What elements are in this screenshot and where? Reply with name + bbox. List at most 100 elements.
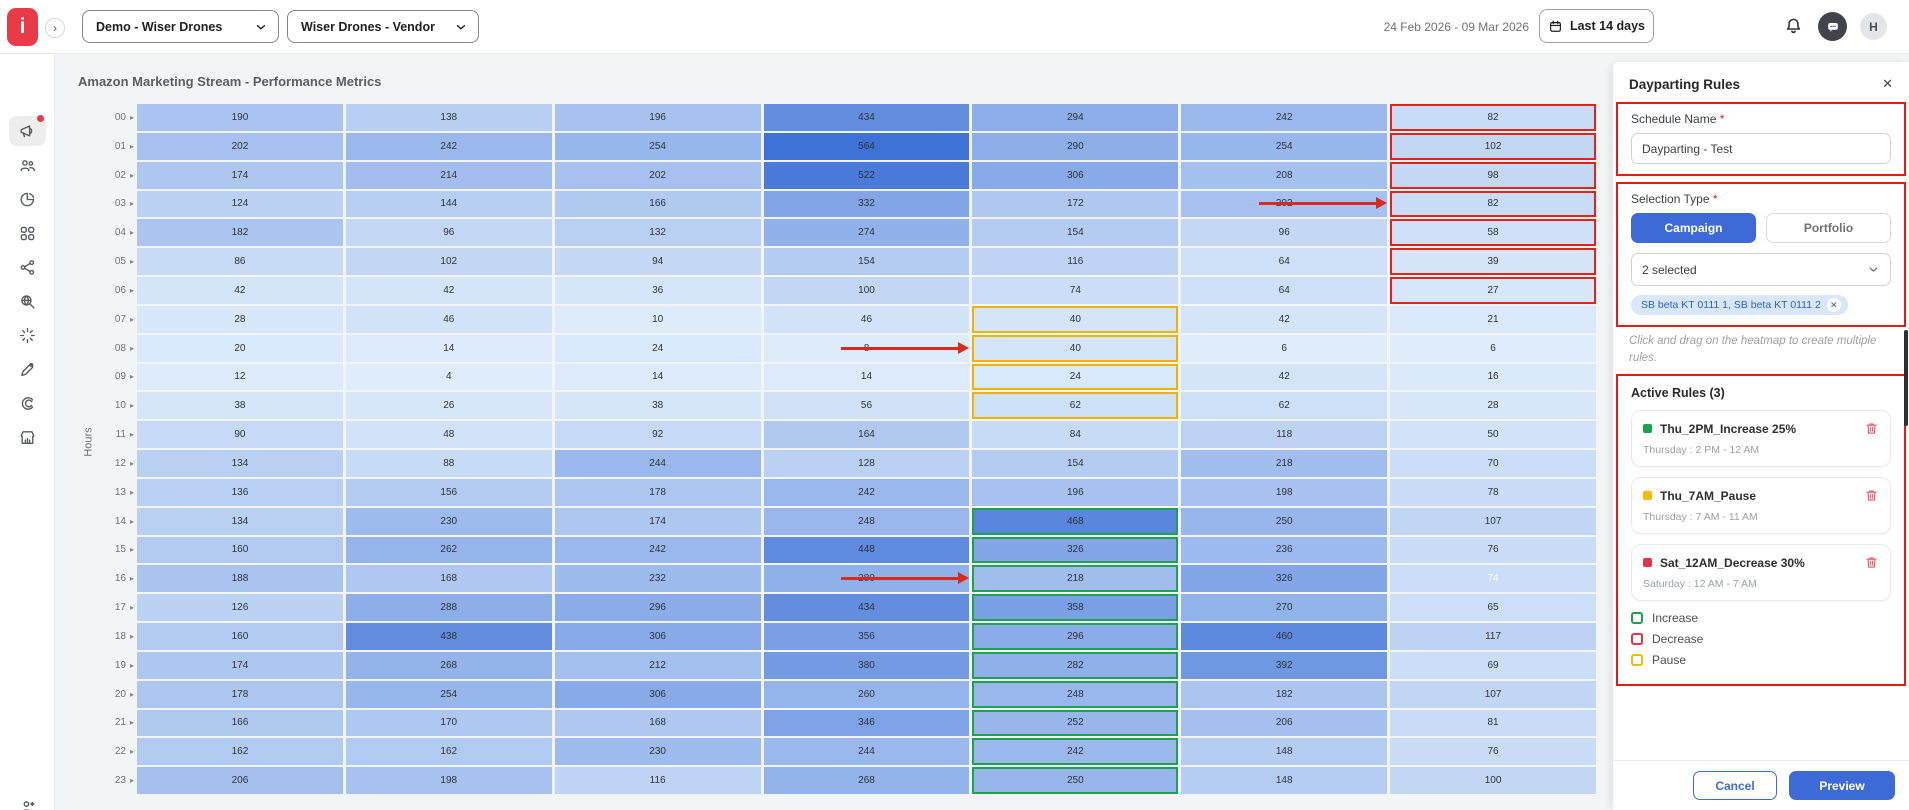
heatmap-cell[interactable]: 230 [554,738,761,766]
heatmap-cell[interactable]: 82 [1390,104,1596,131]
heatmap-cell[interactable]: 326 [972,536,1179,564]
heatmap-row-label[interactable]: 17 ▸ [92,594,134,621]
heatmap-cell[interactable]: 254 [1181,132,1388,160]
heatmap-cell[interactable]: 174 [554,507,761,535]
heatmap-cell[interactable]: 42 [1181,363,1388,391]
heatmap-cell[interactable]: 270 [1181,594,1388,621]
heatmap-cell[interactable]: 346 [763,709,970,737]
sidebar-item-campaigns[interactable] [9,115,46,146]
heatmap-cell[interactable]: 168 [345,565,552,593]
row-expand-icon[interactable]: ▸ [129,776,134,786]
heatmap-cell[interactable]: 24 [972,363,1179,391]
heatmap-row-label[interactable]: 16 ▸ [92,565,134,592]
row-expand-icon[interactable]: ▸ [129,228,134,238]
heatmap-cell[interactable]: 88 [345,450,552,477]
heatmap-row-label[interactable]: 20 ▸ [92,681,134,708]
heatmap-cell[interactable]: 172 [972,190,1179,218]
heatmap-cell[interactable]: 12 [137,363,343,391]
heatmap-cell[interactable]: 242 [345,132,552,160]
heatmap-cell[interactable]: 64 [1181,248,1388,275]
sidebar-item-ai-burst[interactable] [9,320,46,350]
heatmap-cell[interactable]: 288 [345,594,552,621]
heatmap-cell[interactable]: 100 [763,277,970,304]
heatmap-cell[interactable]: 242 [554,536,761,564]
row-expand-icon[interactable]: ▸ [129,285,134,295]
heatmap-cell[interactable]: 46 [345,305,552,333]
chip-remove-icon[interactable]: ✕ [1826,298,1841,312]
heatmap-cell[interactable]: 76 [1390,738,1596,766]
heatmap-row-label[interactable]: 05 ▸ [92,248,134,275]
heatmap-cell[interactable]: 460 [1181,623,1388,650]
heatmap-cell[interactable]: 154 [763,248,970,275]
heatmap-cell[interactable]: 198 [345,767,552,794]
delete-rule-icon[interactable] [1864,555,1879,570]
heatmap-cell[interactable]: 212 [554,651,761,679]
heatmap-cell[interactable]: 48 [345,421,552,448]
heatmap-cell[interactable]: 50 [1390,421,1596,448]
sidebar-item-share[interactable] [9,252,46,282]
heatmap-cell[interactable]: 42 [1181,305,1388,333]
heatmap-cell[interactable]: 148 [1181,738,1388,766]
heatmap-cell[interactable]: 356 [763,623,970,650]
heatmap-cell[interactable]: 190 [137,104,343,131]
schedule-name-input[interactable] [1631,133,1891,164]
notifications-bell-icon[interactable] [1783,16,1804,42]
heatmap-cell[interactable]: 46 [763,305,970,333]
heatmap-cell[interactable]: 244 [763,738,970,766]
heatmap-row-label[interactable]: 01 ▸ [92,133,134,160]
heatmap-row-label[interactable]: 08 ▸ [92,335,134,362]
heatmap-cell[interactable]: 56 [763,392,970,420]
heatmap-cell[interactable]: 218 [1181,450,1388,477]
close-icon[interactable]: ✕ [1882,76,1893,91]
heatmap-cell[interactable]: 154 [972,450,1179,477]
heatmap-cell[interactable]: 36 [554,277,761,304]
row-expand-icon[interactable]: ▸ [129,487,134,497]
sidebar-item-audiences[interactable] [9,150,46,180]
heatmap-cell[interactable]: 144 [345,190,552,218]
row-expand-icon[interactable]: ▸ [129,574,134,584]
preview-button[interactable]: Preview [1789,771,1895,800]
row-expand-icon[interactable]: ▸ [129,631,134,641]
row-expand-icon[interactable]: ▸ [129,257,134,267]
heatmap-row-label[interactable]: 21 ▸ [92,710,134,737]
row-expand-icon[interactable]: ▸ [129,314,134,324]
heatmap-row-label[interactable]: 13 ▸ [92,479,134,506]
heatmap-cell[interactable]: 94 [554,248,761,275]
row-expand-icon[interactable]: ▸ [129,458,134,468]
row-expand-icon[interactable]: ▸ [129,430,134,440]
campaign-select[interactable]: 2 selected [1631,253,1891,286]
heatmap-row-label[interactable]: 11 ▸ [92,421,134,448]
heatmap-cell[interactable]: 282 [972,651,1179,679]
heatmap-cell[interactable]: 96 [1181,219,1388,247]
sidebar-item-user-admin[interactable] [9,792,46,810]
heatmap-cell[interactable]: 182 [137,219,343,247]
heatmap-cell[interactable]: 248 [763,507,970,535]
heatmap-cell[interactable]: 196 [972,478,1179,506]
heatmap-cell[interactable]: 306 [972,161,1179,189]
heatmap-cell[interactable]: 62 [1181,392,1388,420]
heatmap-cell[interactable]: 138 [345,104,552,131]
cancel-button[interactable]: Cancel [1693,771,1777,800]
heatmap-row-label[interactable]: 10 ▸ [92,392,134,419]
heatmap-cell[interactable]: 160 [137,536,343,564]
heatmap-cell[interactable]: 132 [554,219,761,247]
heatmap-cell[interactable]: 14 [554,363,761,391]
heatmap-cell[interactable]: 64 [1181,277,1388,304]
heatmap-cell[interactable]: 178 [137,680,343,708]
sidebar-item-search-insights[interactable] [9,286,46,316]
heatmap-cell[interactable]: 14 [345,334,552,362]
heatmap-cell[interactable]: 236 [1181,536,1388,564]
heatmap-cell[interactable]: 39 [1390,248,1596,275]
heatmap-cell[interactable]: 230 [345,507,552,535]
heatmap-cell[interactable]: 198 [1181,478,1388,506]
row-expand-icon[interactable]: ▸ [129,401,134,411]
heatmap-cell[interactable]: 124 [137,190,343,218]
heatmap-cell[interactable]: 26 [345,392,552,420]
row-expand-icon[interactable]: ▸ [129,170,134,180]
heatmap-cell[interactable]: 218 [972,565,1179,593]
heatmap-cell[interactable]: 100 [1390,767,1596,794]
heatmap-cell[interactable]: 136 [137,478,343,506]
heatmap-row-label[interactable]: 23 ▸ [92,767,134,794]
heatmap-row-label[interactable]: 12 ▸ [92,450,134,477]
heatmap-cell[interactable]: 274 [763,219,970,247]
